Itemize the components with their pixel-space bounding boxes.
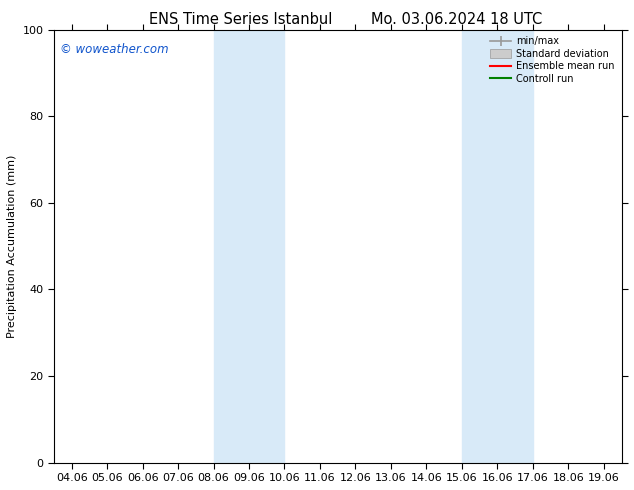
Bar xyxy=(462,30,533,463)
Y-axis label: Precipitation Accumulation (mm): Precipitation Accumulation (mm) xyxy=(7,154,17,338)
Bar xyxy=(214,30,285,463)
Text: © woweather.com: © woweather.com xyxy=(60,43,168,56)
Text: ENS Time Series Istanbul: ENS Time Series Istanbul xyxy=(149,12,333,27)
Text: Mo. 03.06.2024 18 UTC: Mo. 03.06.2024 18 UTC xyxy=(371,12,542,27)
Legend: min/max, Standard deviation, Ensemble mean run, Controll run: min/max, Standard deviation, Ensemble me… xyxy=(488,34,617,86)
